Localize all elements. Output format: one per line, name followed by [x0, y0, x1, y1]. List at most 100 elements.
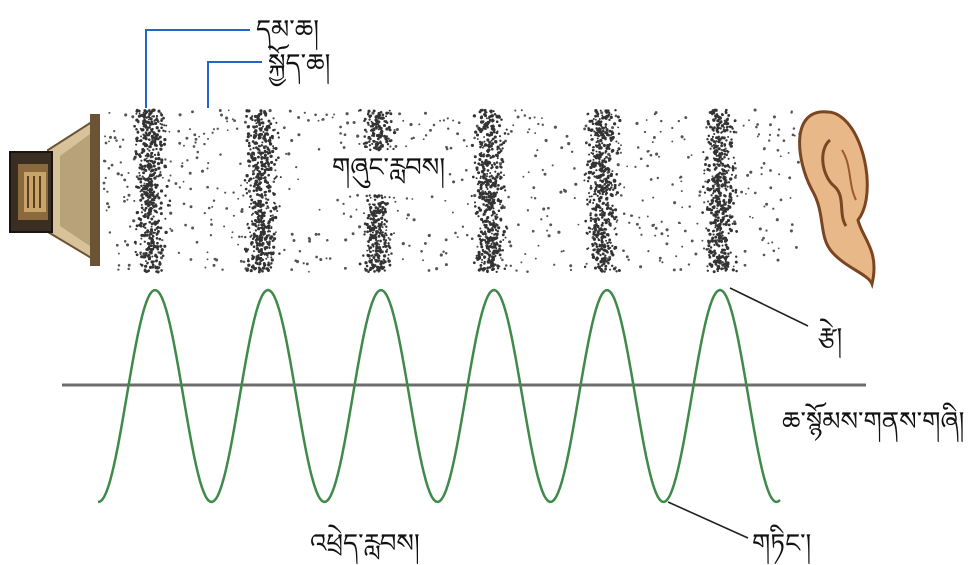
- particle: [720, 232, 723, 235]
- particle: [615, 140, 618, 143]
- particle: [652, 136, 656, 139]
- particle: [259, 181, 263, 184]
- particle: [225, 116, 229, 120]
- particle: [363, 135, 366, 138]
- particle: [560, 250, 563, 253]
- particle: [654, 111, 658, 115]
- particle: [484, 160, 487, 163]
- particle: [728, 227, 732, 231]
- particle: [600, 259, 603, 262]
- particle: [616, 163, 620, 167]
- particle: [647, 250, 650, 253]
- particle: [601, 129, 605, 133]
- particle: [776, 258, 780, 262]
- particle: [712, 111, 716, 115]
- particle: [608, 111, 611, 115]
- particle: [265, 128, 269, 132]
- particle: [606, 188, 609, 191]
- particle: [487, 190, 492, 194]
- particle: [247, 159, 251, 163]
- particle: [385, 115, 388, 118]
- particle: [148, 235, 151, 238]
- particle: [154, 221, 158, 225]
- particle: [719, 227, 723, 231]
- particle: [254, 179, 258, 183]
- particle: [249, 134, 253, 137]
- particle: [600, 264, 604, 267]
- particle: [161, 176, 164, 179]
- speaker-icon: [9, 114, 100, 266]
- particle: [592, 158, 595, 161]
- particle: [377, 246, 382, 250]
- particle: [454, 231, 457, 235]
- particle: [594, 131, 598, 135]
- particle: [597, 185, 601, 188]
- particle: [251, 257, 255, 261]
- particle: [246, 174, 248, 177]
- particle: [267, 165, 270, 168]
- particle: [268, 230, 272, 233]
- particle: [734, 188, 738, 192]
- particle: [107, 205, 111, 209]
- particle: [374, 238, 378, 242]
- particle: [763, 147, 766, 150]
- particle: [249, 231, 252, 234]
- particle: [491, 261, 494, 265]
- particle: [204, 266, 207, 269]
- particle: [715, 130, 719, 133]
- particle: [150, 129, 153, 133]
- particle: [746, 173, 750, 177]
- particle: [378, 126, 381, 130]
- particle: [501, 233, 505, 237]
- particle: [677, 221, 681, 225]
- particle: [595, 127, 598, 130]
- particle: [493, 135, 497, 139]
- particle: [592, 164, 596, 169]
- particle: [380, 194, 383, 197]
- particle: [118, 145, 122, 148]
- particle: [717, 239, 721, 243]
- particle: [721, 234, 724, 237]
- particle: [152, 190, 156, 193]
- particle: [595, 235, 599, 239]
- particle: [755, 125, 758, 129]
- particle: [495, 249, 498, 252]
- particle: [726, 264, 730, 268]
- particle: [373, 270, 376, 273]
- particle: [777, 247, 780, 250]
- particle: [727, 169, 730, 172]
- particle: [256, 172, 260, 177]
- particle: [160, 123, 164, 126]
- particle: [788, 176, 792, 180]
- particle: [482, 203, 485, 206]
- particle: [613, 228, 616, 231]
- particle: [423, 241, 427, 245]
- particle: [151, 127, 154, 131]
- particle: [126, 198, 129, 201]
- particle: [590, 138, 594, 141]
- particle: [649, 178, 653, 181]
- particle: [477, 253, 481, 257]
- particle: [135, 127, 138, 131]
- particle: [377, 148, 381, 152]
- particle: [713, 251, 717, 255]
- particle: [169, 211, 173, 215]
- particle: [779, 155, 782, 158]
- particle: [250, 220, 254, 223]
- particle: [267, 220, 271, 224]
- particle: [384, 136, 387, 140]
- particle: [730, 215, 734, 218]
- particle: [720, 250, 723, 254]
- particle: [368, 144, 372, 147]
- particle: [266, 230, 270, 233]
- particle: [772, 249, 776, 253]
- particle: [384, 239, 388, 242]
- particle: [486, 246, 489, 249]
- particle: [134, 150, 138, 153]
- particle: [617, 269, 621, 272]
- particle: [169, 174, 172, 177]
- particle: [375, 119, 379, 123]
- particle: [251, 140, 255, 143]
- particle: [595, 205, 599, 209]
- particle: [374, 140, 377, 143]
